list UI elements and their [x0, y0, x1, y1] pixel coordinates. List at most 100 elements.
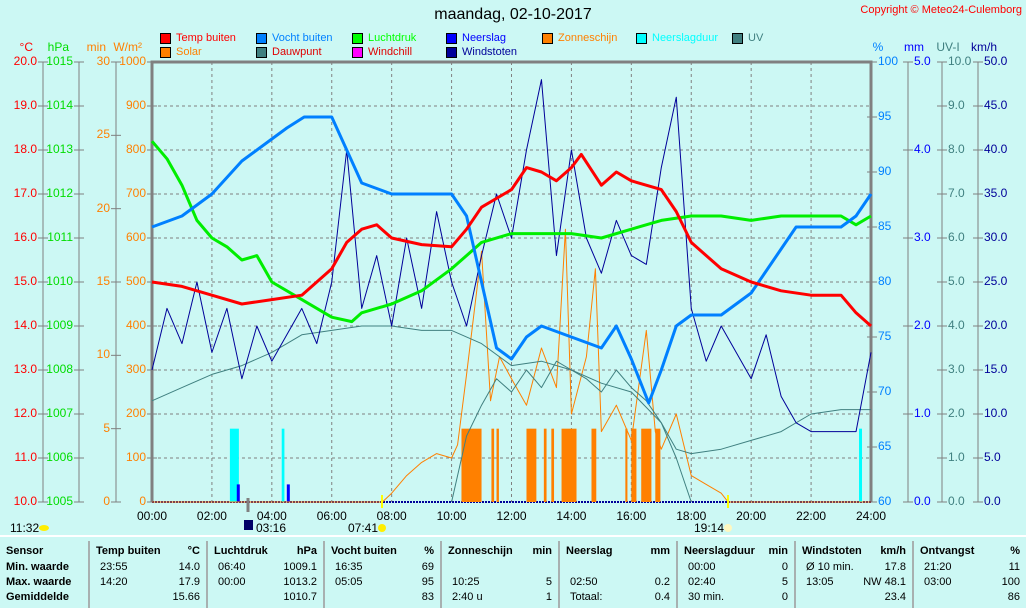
column-header: Vocht buiten — [331, 545, 397, 557]
table-cell-value: 0 — [781, 591, 788, 603]
legend-item: Neerslag — [446, 32, 506, 44]
table-cell-value: NW 48.1 — [863, 576, 906, 588]
axis-tick-label: 6.0 — [948, 230, 965, 244]
legend-label: Zonneschijn — [558, 32, 618, 44]
axis-tick-label: 13.0 — [13, 362, 37, 376]
dewpoint-line — [151, 325, 871, 455]
legend-swatch — [352, 46, 363, 58]
x-tick-label: 14:00 — [556, 509, 587, 523]
axis-tick-label: 1.0 — [948, 450, 965, 464]
legend-item: Dauwpunt — [256, 46, 322, 58]
table-cell-value: 83 — [421, 591, 434, 603]
x-tick-label: 10:00 — [436, 509, 467, 523]
legend-item: Zonneschijn — [542, 32, 617, 44]
axis-tick-label: 1011 — [47, 230, 73, 244]
legend-item: Temp buiten — [160, 32, 236, 44]
axis-tick-label: 18.0 — [13, 142, 37, 156]
x-tick-label: 22:00 — [796, 509, 827, 523]
axis-unit-label: °C — [19, 40, 33, 54]
column-header: Neerslag — [566, 545, 613, 557]
axis-tick-label: 4.0 — [948, 318, 965, 332]
axis-tick-label: 0.0 — [914, 494, 931, 508]
table-cell-value: 11 — [1008, 561, 1020, 573]
sunset-icon — [724, 524, 732, 532]
rain-duration-bar — [281, 428, 285, 502]
table-cell-value: 17.8 — [884, 561, 906, 573]
sunshine-bar — [561, 428, 577, 502]
rain-duration-bar — [859, 428, 863, 502]
column-header: Luchtdruk — [214, 545, 268, 557]
sunshine-bar — [491, 428, 495, 502]
table-cell-label: 03:00 — [924, 576, 952, 588]
axis-unit-label: mm — [904, 40, 924, 54]
column-header: Ontvangst — [920, 545, 975, 557]
legend-label: Windchill — [368, 46, 413, 58]
table-cell-value: 23.4 — [884, 591, 906, 603]
axis-tick-label: 15.0 — [13, 274, 37, 288]
axis-tick-label: 1005 — [46, 494, 73, 508]
axis-tick-label: 9.0 — [948, 98, 965, 112]
table-cell-label: 14:20 — [100, 576, 128, 588]
axis-unit-label: min — [86, 40, 106, 54]
axis-tick-label: 1.0 — [914, 406, 931, 420]
axis-tick-label: 0 — [139, 494, 146, 508]
rain-duration-bar — [229, 428, 239, 502]
axis-tick-label: 5 — [103, 420, 110, 435]
axis-tick-label: 45.0 — [984, 98, 1008, 112]
legend-item: Windchill — [352, 46, 412, 58]
legend-swatch — [256, 32, 267, 44]
legend-item: Vocht buiten — [256, 32, 333, 44]
table-cell-value: 0 — [781, 561, 788, 573]
axis-tick-label: 100 — [125, 450, 146, 464]
table-cell-label: 23:55 — [100, 561, 128, 573]
column-header: Neerslagduur — [684, 545, 755, 557]
astro-time-label: 03:16 — [256, 521, 287, 535]
temperature-line — [151, 152, 872, 328]
axis-tick-label: 7.0 — [948, 186, 965, 200]
axis-tick-label: 14.0 — [13, 318, 37, 332]
legend-label: Neerslag — [462, 32, 507, 44]
x-tick-label: 00:00 — [136, 509, 168, 523]
legend-swatch — [636, 32, 647, 44]
axis-unit-label: km/h — [970, 40, 998, 54]
axis-tick-label: 90 — [878, 164, 892, 178]
axis-tick-label: 20.0 — [13, 54, 37, 68]
legend-item: Luchtdruk — [352, 32, 416, 44]
table-cell-value: 86 — [1007, 591, 1020, 603]
table-cell-label: 06:40 — [218, 561, 246, 573]
x-tick-label: 08:00 — [376, 509, 407, 523]
axis-tick-label: 95 — [878, 109, 892, 123]
sunshine-bar — [591, 428, 597, 502]
table-cell-value: 1010.7 — [283, 591, 317, 603]
axis-tick-label: 10.0 — [984, 406, 1008, 420]
column-header: Windstoten — [802, 545, 862, 557]
axis-unit-label: UV-I — [936, 40, 960, 54]
axis-tick-label: 30 — [96, 54, 110, 68]
axis-tick-label: 0.0 — [984, 494, 1001, 508]
legend-label: Vocht buiten — [272, 32, 333, 44]
axis-unit-label: % — [872, 40, 884, 54]
legend-swatch — [446, 32, 457, 44]
legend-swatch — [446, 46, 457, 58]
x-tick-label: 16:00 — [616, 509, 647, 523]
sunshine-bar — [543, 428, 547, 502]
axis-tick-label: 5.0 — [914, 54, 931, 68]
column-unit: mm — [650, 545, 670, 557]
table-cell-label: 10:25 — [452, 576, 480, 588]
axis-tick-label: 11.0 — [14, 450, 37, 464]
table-cell-value: 1 — [545, 591, 552, 603]
table-cell-label: 00:00 — [688, 561, 716, 573]
sunshine-bar — [631, 428, 637, 502]
column-unit: °C — [187, 545, 200, 557]
axis-tick-label: 65 — [878, 439, 892, 453]
legend-label: UV — [748, 32, 764, 44]
table-cell-value: 14.0 — [178, 561, 200, 573]
legend-swatch — [542, 32, 553, 44]
axis-tick-label: 50.0 — [984, 54, 1008, 68]
sunshine-bar — [655, 428, 661, 502]
legend-label: Dauwpunt — [272, 46, 322, 58]
axis-tick-label: 1008 — [46, 362, 73, 376]
table-cell-value: 100 — [1001, 576, 1020, 588]
copyright[interactable]: Copyright © Meteo24-Culemborg — [860, 4, 1022, 16]
